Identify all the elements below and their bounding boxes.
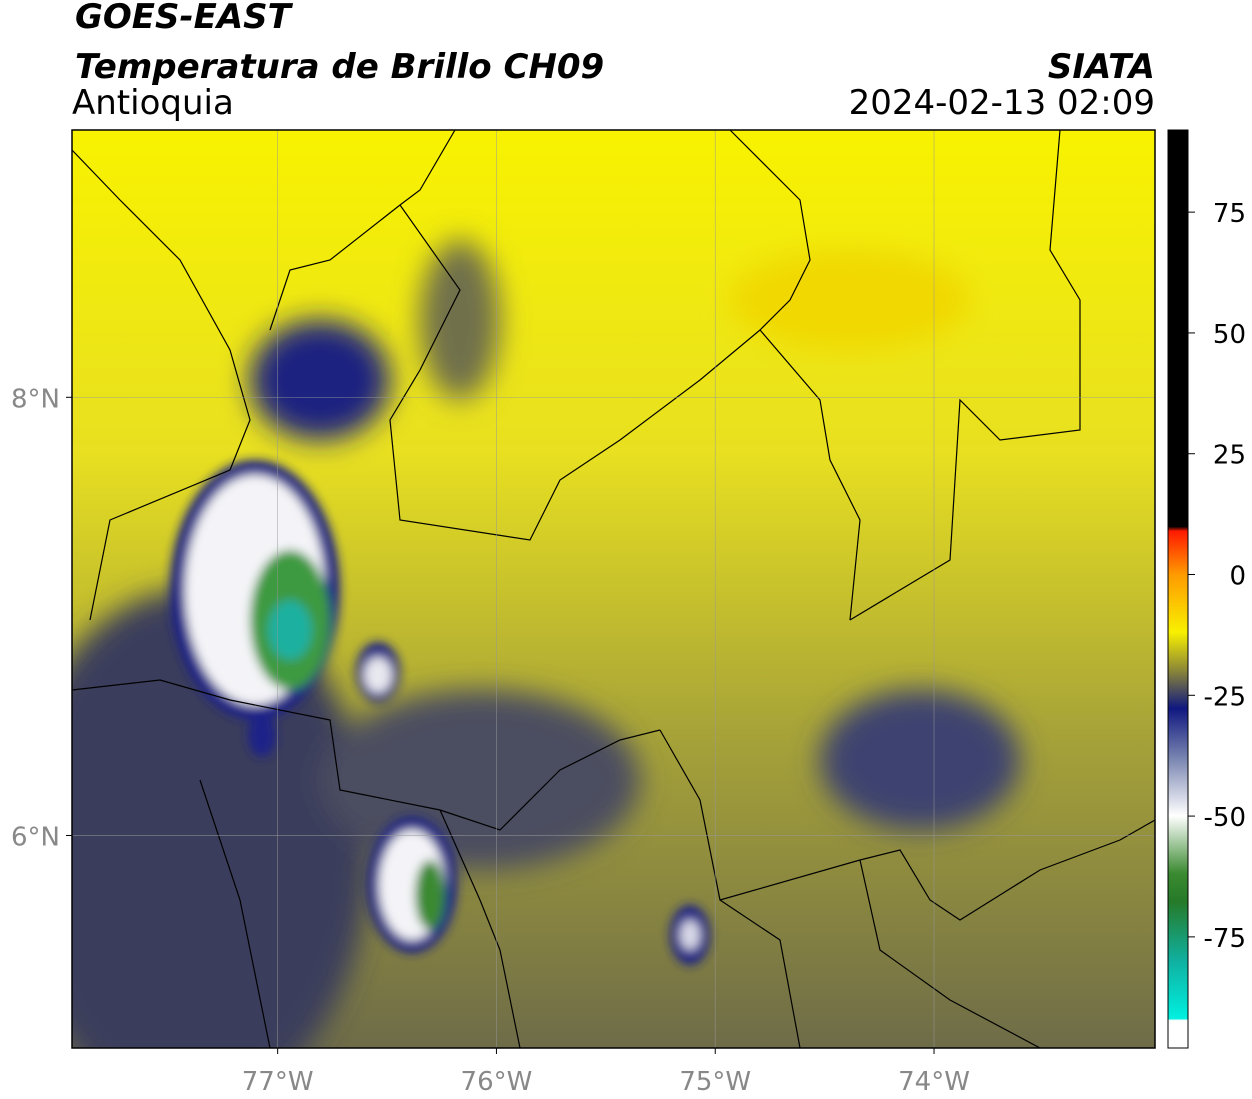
satellite-title: GOES-EAST [75, 0, 294, 37]
colorbar-tick-label: -75 [1204, 924, 1246, 954]
product-title: Temperatura de Brillo CH09 [75, 47, 604, 87]
colorbar-tick-label: -25 [1204, 682, 1246, 712]
x-tick-label: 74°W [898, 1067, 970, 1097]
region: Antioquia [72, 83, 234, 123]
colorbar-tick-label: 25 [1213, 441, 1246, 471]
map-frame [71, 129, 1156, 1049]
colorbar-tick-label: 50 [1213, 320, 1246, 350]
colorbar-tick-label: -50 [1204, 803, 1246, 833]
y-tick-label: 8°N [11, 384, 60, 414]
x-tick-label: 77°W [242, 1067, 314, 1097]
colorbar-tick-label: 0 [1229, 562, 1246, 592]
x-tick-label: 75°W [679, 1067, 751, 1097]
x-tick-label: 76°W [461, 1067, 533, 1097]
source: SIATA [1048, 47, 1155, 87]
colorbar-tick-label: 75 [1213, 199, 1246, 229]
y-tick-label: 6°N [11, 822, 60, 852]
colorbar [1167, 129, 1189, 1049]
datetime: 2024-02-13 02:09 [849, 83, 1155, 123]
map-image [72, 130, 1155, 1048]
